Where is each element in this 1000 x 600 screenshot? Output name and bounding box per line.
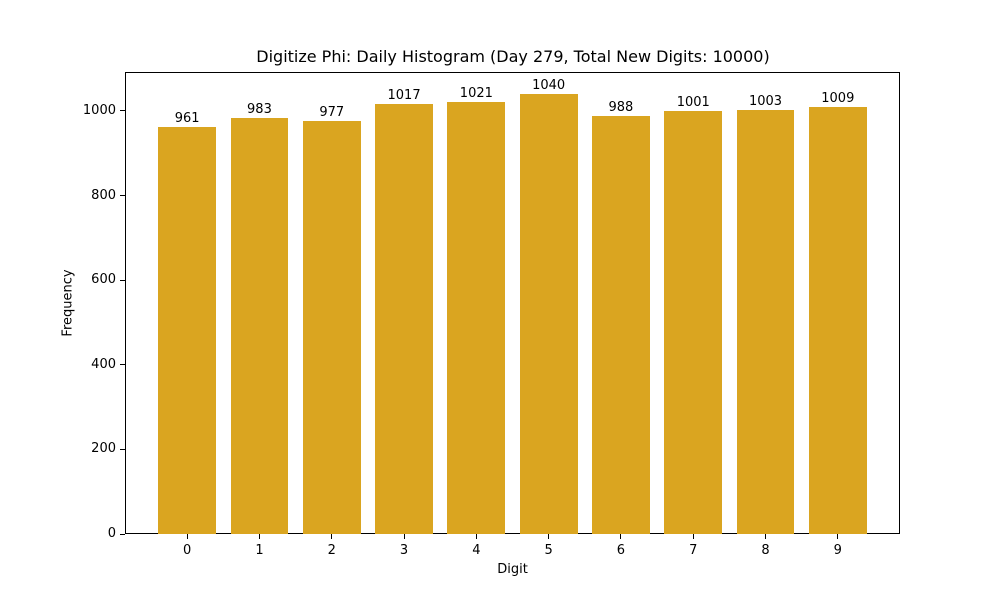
bar-digit-9	[808, 107, 867, 534]
y-tick	[120, 110, 125, 112]
x-tick-label: 8	[761, 543, 770, 558]
y-tick-label: 600	[91, 272, 116, 288]
x-tick-label: 7	[689, 543, 698, 558]
bar-digit-2	[302, 120, 361, 534]
bar-value-label: 983	[247, 102, 272, 118]
bar-value-label: 988	[608, 100, 634, 115]
plot-area	[125, 72, 900, 534]
x-tick	[548, 534, 550, 539]
bar-value-label: 1009	[821, 91, 855, 107]
x-tick-label: 1	[255, 543, 264, 558]
x-tick	[475, 534, 477, 539]
bar-digit-3	[375, 103, 433, 534]
x-tick-label: 9	[833, 543, 842, 558]
y-axis-label: Frequency	[60, 269, 76, 337]
y-tick	[120, 279, 125, 281]
bar-digit-4	[447, 102, 506, 534]
y-tick	[120, 195, 125, 197]
x-tick-label: 2	[327, 543, 336, 558]
bar-value-label: 961	[174, 111, 200, 127]
x-tick	[403, 534, 405, 539]
x-tick	[331, 534, 333, 539]
bar-value-label: 1001	[676, 94, 710, 110]
x-tick	[186, 534, 188, 539]
x-tick	[692, 534, 694, 539]
x-tick-label: 0	[183, 543, 192, 558]
bar-value-label: 1040	[532, 78, 566, 93]
x-tick	[837, 534, 839, 539]
x-tick-label: 4	[472, 543, 481, 558]
bar-value-label: 977	[319, 104, 345, 120]
y-tick-label: 200	[91, 441, 116, 457]
x-tick-label: 5	[544, 543, 553, 558]
y-tick-label: 0	[107, 526, 116, 541]
x-axis-label: Digit	[497, 562, 528, 577]
bar-value-label: 1021	[459, 86, 493, 102]
chart-title: Digitize Phi: Daily Histogram (Day 279, …	[256, 47, 770, 66]
bar-value-label: 1017	[387, 87, 421, 103]
x-tick	[258, 534, 260, 539]
bar-digit-5	[519, 94, 578, 534]
x-tick-label: 3	[399, 543, 409, 558]
bar-value-label: 1003	[748, 93, 783, 109]
y-tick	[120, 448, 125, 450]
bar-digit-1	[230, 118, 289, 534]
y-tick-label: 400	[91, 356, 116, 372]
bar-digit-8	[736, 109, 795, 534]
bar-digit-7	[664, 110, 723, 534]
x-tick	[620, 534, 622, 539]
y-tick-label: 1000	[82, 102, 116, 118]
x-tick-label: 6	[616, 543, 626, 558]
bar-digit-6	[592, 116, 650, 534]
x-tick	[765, 534, 767, 539]
y-tick	[120, 533, 125, 535]
y-tick-label: 800	[91, 187, 116, 203]
y-tick	[120, 364, 125, 366]
bar-digit-0	[158, 127, 217, 534]
